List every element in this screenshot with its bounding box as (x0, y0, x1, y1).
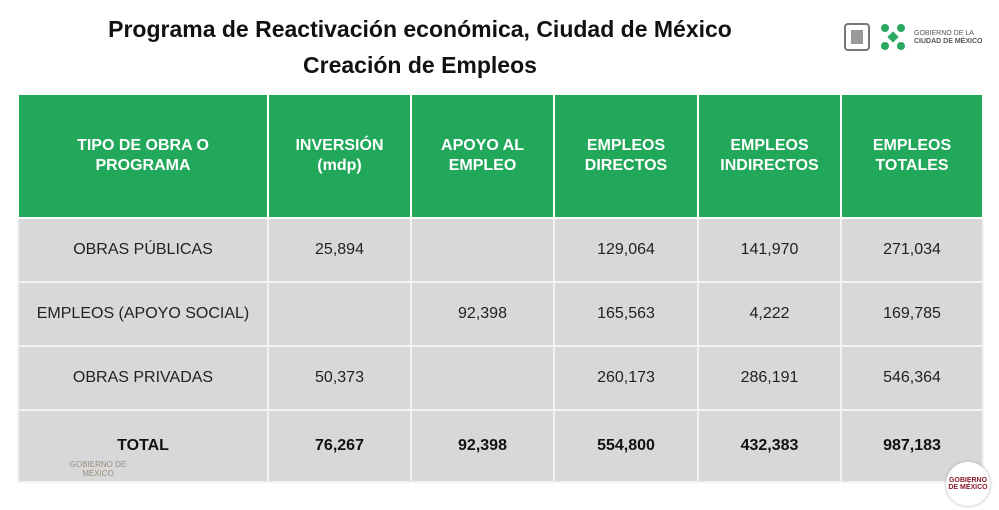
empty-cell (410, 345, 555, 411)
cell: OBRAS PÚBLICAS (17, 217, 269, 283)
cell: 141,970 (697, 217, 842, 283)
cell: 92,398 (410, 409, 555, 483)
logo-line: CIUDAD DE MÉXICO (914, 38, 983, 45)
cell: 25,894 (267, 217, 412, 283)
cell: 286,191 (697, 345, 842, 411)
cell: 260,173 (553, 345, 699, 411)
empty-cell (410, 217, 555, 283)
title: Programa de Reactivación económica, Ciud… (108, 16, 732, 42)
table-row: TOTAL 76,267 92,398 554,800 432,383 987,183 (17, 409, 984, 483)
column-header: APOYO AL EMPLEO (410, 93, 555, 219)
cell: 50,373 (267, 345, 412, 411)
jobs-table: TIPO DE OBRA O PROGRAMA INVERSIÓN (mdp) AP… (17, 93, 984, 483)
header-row: TIPO DE OBRA O PROGRAMA INVERSIÓN (mdp) AP… (17, 93, 984, 219)
column-header: EMPLEOS DIRECTOS (553, 93, 699, 219)
cell: OBRAS PRIVADAS (17, 345, 269, 411)
table-body: OBRAS PÚBLICAS 25,894 129,064 141,970 271,03… (17, 217, 984, 483)
column-header: EMPLEOS TOTALES (840, 93, 984, 219)
cell: 432,383 (697, 409, 842, 483)
logo-text: GOBIERNO DE LA CIUDAD DE MÉXICO (914, 30, 982, 46)
cell: 92,398 (410, 281, 555, 347)
cell: 554,800 (553, 409, 699, 483)
table-row: OBRAS PRIVADAS 50,373 260,173 286,191 546,36… (17, 345, 984, 411)
cell: 4,222 (697, 281, 842, 347)
logo-icons (844, 23, 905, 51)
cell: TOTAL (17, 409, 269, 483)
cell: 129,064 (553, 217, 699, 283)
cell: 169,785 (840, 281, 984, 347)
table-row: EMPLEOS (APOYO SOCIAL) 92,398 165,563 4,222… (17, 281, 984, 347)
column-header: INVERSIÓN (mdp) (267, 93, 412, 219)
cell: 546,364 (840, 345, 984, 411)
cell: 165,563 (553, 281, 699, 347)
cell: 76,267 (267, 409, 412, 483)
column-header: EMPLEOS INDIRECTOS (697, 93, 842, 219)
logo-line: GOBIERNO DE LA (914, 30, 974, 37)
table-row: OBRAS PÚBLICAS 25,894 129,064 141,970 271,03… (17, 217, 984, 283)
watermark: GOBIERNO DE MÉXICO (69, 460, 127, 478)
badge: GOBIERNO DE MÉXICO (946, 462, 990, 506)
column-header: TIPO DE OBRA O PROGRAMA (17, 93, 269, 219)
cell: EMPLEOS (APOYO SOCIAL) (17, 281, 269, 347)
subtitle: Creación de Empleos (303, 52, 537, 78)
empty-cell (267, 281, 412, 347)
cell: 271,034 (840, 217, 984, 283)
